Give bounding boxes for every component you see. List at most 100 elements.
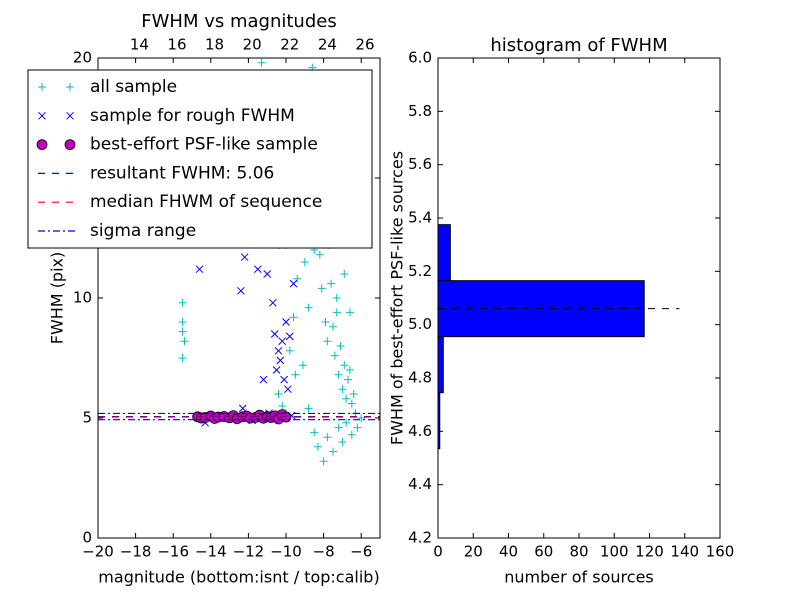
y-axis-label: FWHM of best-effort PSF-like sources: [388, 151, 407, 445]
point: [317, 284, 326, 293]
x-tick-label: 20: [464, 543, 483, 561]
point: [289, 279, 298, 288]
x-tick-label: 40: [499, 543, 518, 561]
point: [268, 298, 277, 307]
point: [270, 330, 279, 338]
point: [332, 294, 341, 302]
y-tick-label: 4.4: [408, 475, 432, 493]
top-tick-label: 26: [355, 36, 374, 54]
point: [263, 270, 272, 278]
y-axis-label: FWHM (pix): [48, 252, 67, 345]
point: [329, 447, 337, 456]
legend-label: sigma range: [90, 221, 196, 241]
top-tick-label: 20: [243, 36, 262, 54]
bar: [437, 336, 444, 394]
point: [315, 250, 324, 259]
point: [330, 351, 339, 360]
legend-marker: [66, 83, 74, 91]
point: [310, 428, 319, 437]
point: [344, 375, 353, 384]
point: [334, 423, 343, 432]
point: [293, 274, 302, 283]
x-tick-label: −16: [157, 543, 189, 561]
point: [274, 346, 283, 355]
point: [340, 361, 349, 370]
point: [357, 414, 366, 422]
point: [300, 258, 309, 266]
x-tick-label: −20: [82, 543, 114, 561]
point: [272, 366, 281, 374]
y-tick-label: 6.0: [408, 49, 432, 67]
point: [195, 265, 204, 274]
point: [285, 346, 294, 355]
x-tick-label: 60: [534, 543, 553, 561]
point: [329, 322, 337, 331]
point: [276, 356, 285, 365]
point: [334, 370, 343, 379]
point: [342, 418, 351, 427]
point: [345, 366, 354, 374]
x-tick-label: 120: [635, 543, 664, 561]
legend: [27, 69, 373, 249]
point: [347, 430, 356, 439]
point: [274, 390, 283, 398]
point: [280, 375, 288, 384]
legend-marker: [66, 111, 74, 120]
x-tick-label: −8: [313, 543, 335, 561]
point: [332, 308, 341, 317]
y-tick-label: 20: [73, 49, 92, 67]
point: [338, 385, 347, 394]
chart-title: histogram of FWHM: [490, 35, 667, 56]
x-tick-label: 140: [670, 543, 699, 561]
point: [323, 337, 332, 346]
point: [178, 318, 187, 326]
legend-label: best-effort PSF-like sample: [90, 135, 318, 155]
legend-label: resultant FWHM: 5.06: [90, 163, 274, 183]
x-tick-label: −6: [350, 543, 372, 561]
x-tick-label: −12: [233, 543, 265, 561]
x-tick-label: −18: [120, 543, 152, 561]
point: [342, 394, 351, 403]
point: [327, 279, 336, 288]
plot-frame: [97, 57, 381, 539]
point: [178, 298, 187, 307]
point: [304, 303, 313, 312]
y-tick-label: 5.4: [408, 209, 432, 227]
point: [180, 337, 189, 346]
point: [238, 404, 247, 413]
x-tick-label: 100: [600, 543, 629, 561]
legend-marker: [64, 139, 76, 151]
point: [289, 313, 298, 322]
y-tick-label: 5.6: [408, 155, 432, 173]
point: [338, 438, 347, 446]
point: [282, 318, 290, 326]
point: [178, 327, 187, 336]
y-tick-label: 4.6: [408, 422, 432, 440]
plot-frame: [437, 57, 721, 539]
point: [253, 265, 262, 274]
y-tick-label: 4.8: [408, 369, 432, 387]
x-tick-label: 80: [569, 543, 588, 561]
point: [347, 399, 356, 408]
x-tick-label: −10: [270, 543, 302, 561]
legend-marker: [38, 83, 46, 91]
y-tick-label: 5.2: [408, 262, 432, 280]
chart-title: FWHM vs magnitudes: [141, 11, 336, 32]
x-axis-label: number of sources: [504, 568, 654, 587]
point: [259, 375, 268, 384]
top-tick-label: 22: [280, 36, 299, 54]
top-tick-label: 18: [205, 36, 224, 54]
top-tick-label: 24: [318, 36, 337, 54]
legend-label: sample for rough FWHM: [90, 106, 295, 126]
point: [278, 337, 287, 346]
point: [349, 390, 358, 398]
point: [240, 253, 249, 262]
legend-marker: [36, 139, 48, 151]
point: [353, 423, 362, 432]
y-tick-label: 4.2: [408, 529, 432, 547]
point: [257, 58, 266, 67]
point: [291, 370, 300, 379]
y-tick-label: 10: [73, 289, 92, 307]
point: [278, 402, 287, 410]
